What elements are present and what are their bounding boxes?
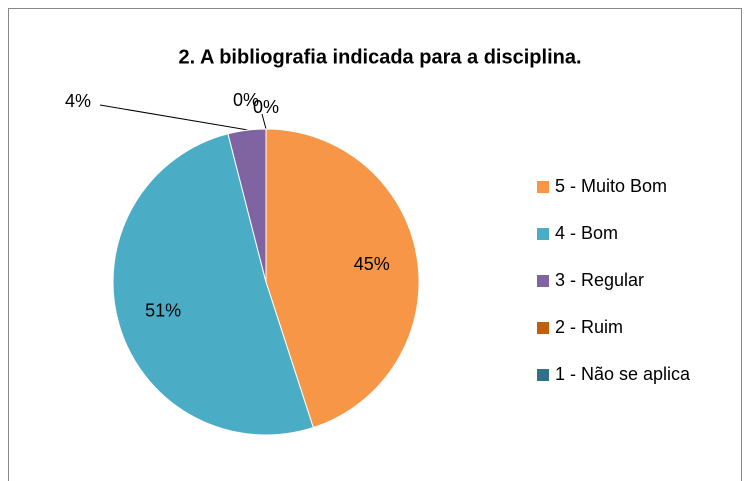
legend-swatch [537,228,549,240]
legend-swatch [537,275,549,287]
legend-label: 3 - Regular [555,270,644,290]
leader-line [99,104,249,131]
data-label: 51% [145,301,181,321]
legend-label: 4 - Bom [555,223,618,243]
chart-title: 2. A bibliografia indicada para a discip… [178,46,581,68]
data-label: 4% [65,91,91,111]
legend-swatch [537,369,549,381]
data-label: 45% [354,254,390,274]
data-label: 0% [253,97,279,117]
leader-line [261,113,267,130]
legend-label: 2 - Ruim [555,317,623,337]
data-label: 0% [233,90,259,110]
pie-slice [112,133,314,436]
legend-swatch [537,181,549,193]
legend-label: 1 - Não se aplica [555,364,691,384]
pie-slice [265,128,420,429]
chart-frame [8,8,742,481]
legend-label: 5 - Muito Bom [555,176,667,196]
legend-swatch [537,322,549,334]
